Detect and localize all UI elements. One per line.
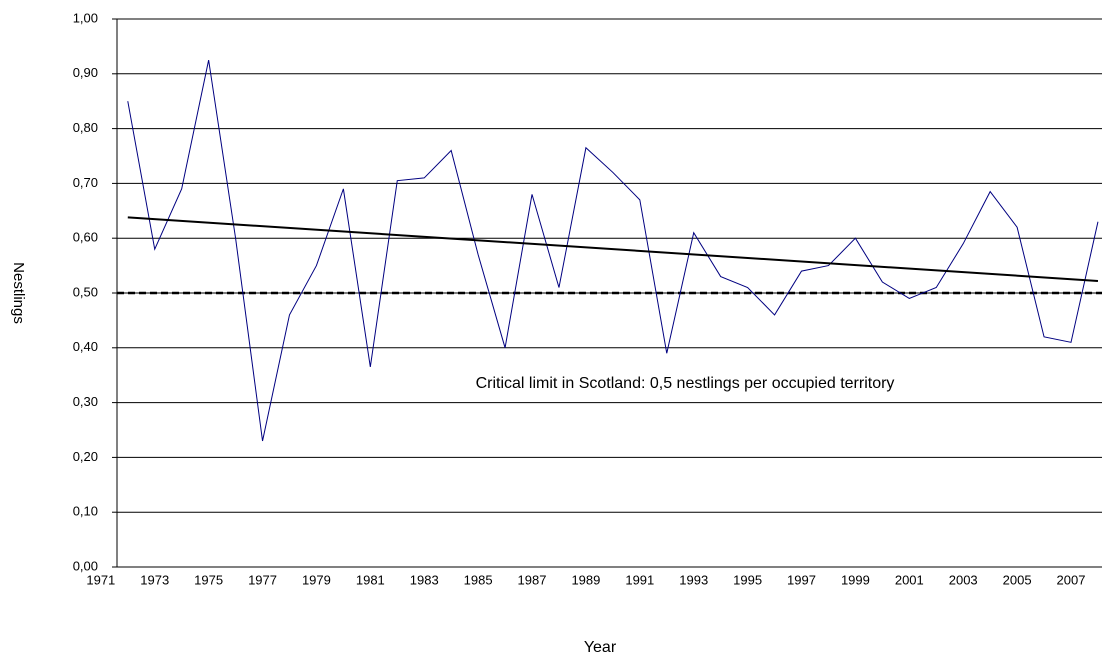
x-tick-label: 2007 — [1057, 572, 1086, 587]
y-tick-label: 0,60 — [73, 230, 98, 245]
x-tick-label: 1973 — [140, 572, 169, 587]
x-tick-label: 1987 — [518, 572, 547, 587]
x-tick-label: 2001 — [895, 572, 924, 587]
x-tick-label: 1977 — [248, 572, 277, 587]
x-tick-label: 1979 — [302, 572, 331, 587]
x-tick-label: 1989 — [571, 572, 600, 587]
x-tick-label: 2003 — [949, 572, 978, 587]
x-tick-label: 1993 — [679, 572, 708, 587]
trend-line — [127, 216, 1099, 282]
y-tick-label: 0,20 — [73, 449, 98, 464]
y-axis-label: Nestlings — [10, 262, 27, 324]
x-tick-label: 1975 — [194, 572, 223, 587]
data-line — [127, 59, 1099, 442]
x-tick-label: 2005 — [1003, 572, 1032, 587]
y-tick-label: 0,50 — [73, 284, 98, 299]
y-tick-label: 0,70 — [73, 175, 98, 190]
x-tick-label: 1995 — [733, 572, 762, 587]
x-tick-label: 1991 — [625, 572, 654, 587]
x-tick-label: 1971 — [86, 572, 115, 587]
x-tick-label: 1983 — [410, 572, 439, 587]
y-tick-label: 0,80 — [73, 120, 98, 135]
y-tick-label: 0,90 — [73, 65, 98, 80]
x-axis-label: Year — [584, 639, 617, 656]
x-tick-label: 1997 — [787, 572, 816, 587]
x-tick-label: 1985 — [464, 572, 493, 587]
x-tick-label: 1999 — [841, 572, 870, 587]
y-tick-label: 0,30 — [73, 394, 98, 409]
y-tick-label: 0,40 — [73, 339, 98, 354]
y-tick-label: 0,00 — [73, 558, 98, 573]
y-tick-label: 0,10 — [73, 504, 98, 519]
x-tick-label: 1981 — [356, 572, 385, 587]
y-tick-label: 1,00 — [73, 10, 98, 25]
annotation: Critical limit in Scotland: 0,5 nestling… — [476, 375, 895, 392]
